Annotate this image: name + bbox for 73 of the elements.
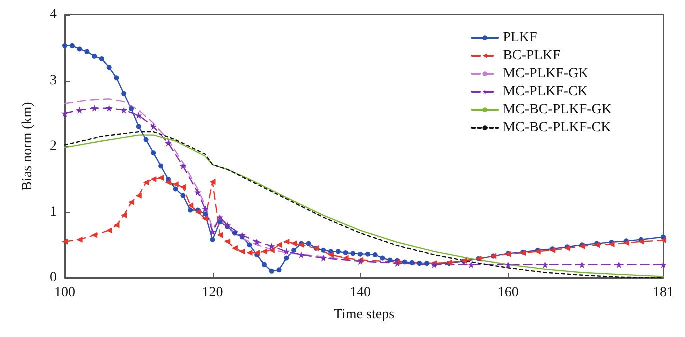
point <box>217 232 224 238</box>
y-tick-label: 4 <box>50 8 57 22</box>
x-tick-label: 181 <box>653 286 674 300</box>
point <box>188 202 194 209</box>
point <box>216 214 224 222</box>
point <box>62 110 68 118</box>
point <box>136 192 142 199</box>
point <box>106 228 112 234</box>
x-tick-label: 100 <box>54 286 76 300</box>
legend-label: MC-BC-PLKF-GK <box>503 102 612 118</box>
x-tick-label: 140 <box>350 286 372 300</box>
point <box>268 247 275 254</box>
point <box>542 261 549 268</box>
point <box>254 238 261 246</box>
point <box>114 222 120 228</box>
point <box>224 222 232 229</box>
point <box>158 175 164 182</box>
point <box>135 112 142 120</box>
point <box>164 140 172 147</box>
point <box>624 240 630 246</box>
point <box>283 248 290 256</box>
legend-label: MC-PLKF-GK <box>503 66 589 82</box>
point <box>91 104 98 112</box>
y-axis-title: Bias norm (km) <box>20 102 36 191</box>
point <box>165 180 172 186</box>
point <box>328 252 334 258</box>
legend-label: BC-PLKF <box>503 48 561 64</box>
point <box>180 162 187 170</box>
point <box>209 228 216 236</box>
point <box>121 212 128 219</box>
point <box>76 236 83 243</box>
point <box>504 261 512 268</box>
point <box>284 238 290 245</box>
point <box>238 232 246 239</box>
legend-label: PLKF <box>503 30 538 46</box>
x-tick-label: 160 <box>498 286 519 300</box>
point <box>172 182 179 188</box>
point <box>246 250 253 256</box>
point <box>128 199 134 206</box>
point <box>660 261 667 268</box>
point <box>276 242 282 248</box>
point <box>120 106 128 114</box>
point <box>616 261 623 268</box>
point <box>578 261 586 268</box>
y-tick-label: 3 <box>50 73 57 88</box>
point <box>195 209 201 216</box>
y-tick-label: 0 <box>50 270 57 286</box>
point <box>224 238 231 245</box>
point <box>62 238 68 245</box>
point <box>239 248 246 255</box>
x-tick-label: 120 <box>202 286 224 300</box>
y-tick-label: 1 <box>50 204 57 220</box>
point <box>202 205 209 212</box>
point <box>262 248 268 255</box>
point <box>210 179 216 186</box>
point <box>342 255 349 262</box>
point <box>150 123 158 130</box>
legend-label: MC-PLKF-CK <box>503 84 588 100</box>
legend-label: MC-BC-PLKF-CK <box>503 120 612 136</box>
point <box>92 232 98 238</box>
point <box>106 104 113 112</box>
point <box>143 180 150 186</box>
point <box>268 242 276 250</box>
point <box>180 184 186 190</box>
point <box>194 189 202 196</box>
point <box>202 216 208 222</box>
point <box>232 245 238 252</box>
point <box>150 176 157 182</box>
point <box>291 240 298 247</box>
y-tick-label: 2 <box>50 139 57 154</box>
point <box>468 261 475 268</box>
x-axis-title: Time steps <box>334 308 395 322</box>
point <box>298 251 305 258</box>
